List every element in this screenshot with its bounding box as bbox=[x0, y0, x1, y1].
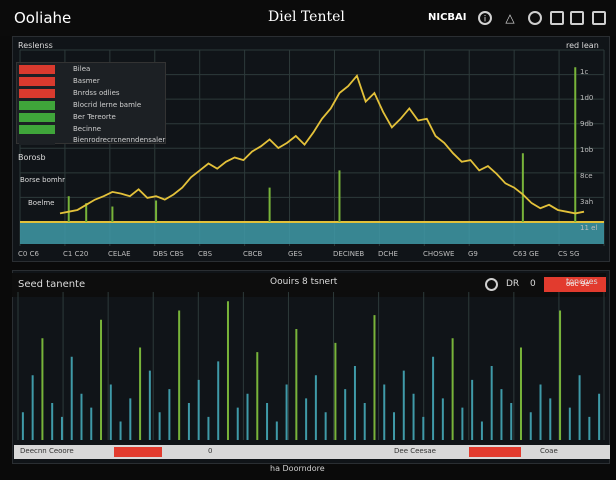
legend-swatch bbox=[19, 112, 55, 122]
alert-badge-text: ooc 9e bbox=[566, 280, 590, 288]
status-left: Deecnn Ceoore bbox=[20, 447, 74, 455]
legend-label: Becinne bbox=[73, 125, 102, 133]
x-tick-label: C0 C6 bbox=[18, 250, 39, 258]
legend-swatch bbox=[19, 124, 55, 134]
x-tick-label: CELAE bbox=[108, 250, 131, 258]
legend-label: Basmer bbox=[73, 77, 100, 85]
legend-label: Blocrid lerne bamle bbox=[73, 101, 142, 109]
alert-badge[interactable]: ooc 9e bbox=[544, 277, 606, 292]
x-tick-label: CBS bbox=[198, 250, 213, 258]
x-tick-label: C63 GE bbox=[513, 250, 539, 258]
layout-icon[interactable] bbox=[550, 11, 564, 25]
status-value: 0 bbox=[530, 279, 536, 289]
chart2-title: Oouirs 8 tsnert bbox=[270, 277, 338, 287]
x-tick-label: DECINEB bbox=[333, 250, 365, 258]
grid-icon[interactable] bbox=[570, 11, 584, 25]
legend-label: Ber Tereorte bbox=[73, 113, 116, 121]
x-tick-label: CS SG bbox=[558, 250, 580, 258]
info-icon[interactable] bbox=[485, 278, 498, 291]
info-icon[interactable]: ⓘ bbox=[478, 11, 492, 26]
status-mid: 0 bbox=[208, 447, 213, 455]
y-tick-label: 3ah bbox=[580, 198, 594, 206]
legend: Bilea Basmer Bnrdss odlies Blocrid lerne… bbox=[16, 62, 167, 146]
side-label: Borosb bbox=[18, 153, 46, 162]
legend-label: Bilea bbox=[73, 65, 91, 73]
legend-row: Becinne bbox=[17, 123, 167, 135]
panel1-right-label: red lean bbox=[566, 41, 599, 50]
record-icon[interactable] bbox=[528, 11, 542, 25]
x-tick-label: DBS CBS bbox=[153, 250, 184, 258]
status-indicator bbox=[469, 447, 521, 457]
chart2-right-label: toncnes bbox=[566, 277, 598, 286]
window-title: Diel Tentel bbox=[268, 9, 345, 25]
legend-swatch bbox=[19, 100, 55, 110]
legend-label: Bnrdss odlies bbox=[73, 89, 120, 97]
app-title: Ooliahe bbox=[14, 9, 72, 27]
expand-icon[interactable] bbox=[592, 11, 606, 25]
x-tick-label: DCHE bbox=[378, 250, 398, 258]
y-tick-label: 8ce bbox=[580, 172, 593, 180]
panel2-title: Seed tanente bbox=[18, 279, 86, 290]
legend-label: Bienrodrecrcnenndensaler bbox=[73, 136, 166, 144]
legend-row: Blocrid lerne bamle bbox=[17, 99, 167, 111]
y-tick-label: 11 el bbox=[580, 224, 598, 232]
status-end: Coae bbox=[540, 447, 558, 455]
warning-icon[interactable]: △ bbox=[505, 11, 515, 25]
y-tick-label: 1ob bbox=[580, 146, 594, 154]
panel2-header: Seed tanente DR 0 ooc 9e bbox=[12, 273, 606, 297]
x-tick-label: G9 bbox=[468, 250, 478, 258]
legend-swatch bbox=[19, 135, 55, 145]
sub-label: Borse bomhr bbox=[20, 176, 66, 184]
y-tick-label: 1d0 bbox=[580, 94, 594, 102]
status-bar: Deecnn Ceoore 0 Dee Ceesae Coae bbox=[14, 445, 610, 459]
legend-row: Bienrodrecrcnenndensaler bbox=[17, 134, 167, 146]
x-tick-label: CHOSWE bbox=[423, 250, 455, 258]
series-line bbox=[59, 74, 585, 215]
sub-label: Boelme bbox=[28, 199, 55, 207]
status-label: NICBAI bbox=[428, 12, 467, 23]
x-tick-label: CBCB bbox=[243, 250, 263, 258]
panel1-title: Reslenss bbox=[18, 41, 53, 50]
status-indicator bbox=[114, 447, 162, 457]
baseline-band bbox=[20, 222, 604, 244]
y-tick-label: 1c bbox=[580, 68, 589, 76]
legend-swatch bbox=[19, 64, 55, 74]
legend-row: Bnrdss odlies bbox=[17, 87, 167, 99]
legend-row: Bilea bbox=[17, 63, 167, 75]
title-bar: Ooliahe Diel Tentel NICBAI ⓘ △ bbox=[0, 0, 616, 36]
status-right: Dee Ceesae bbox=[394, 447, 436, 455]
legend-swatch bbox=[19, 88, 55, 98]
y-tick-label: 9db bbox=[580, 120, 594, 128]
x-tick-label: C1 C20 bbox=[63, 250, 89, 258]
legend-row: Basmer bbox=[17, 75, 167, 87]
legend-swatch bbox=[19, 76, 55, 86]
status-button[interactable]: DR bbox=[506, 279, 520, 289]
x-tick-label: GES bbox=[288, 250, 303, 258]
footer-label: ha Doorndore bbox=[270, 464, 325, 473]
legend-row: Ber Tereorte bbox=[17, 111, 167, 123]
